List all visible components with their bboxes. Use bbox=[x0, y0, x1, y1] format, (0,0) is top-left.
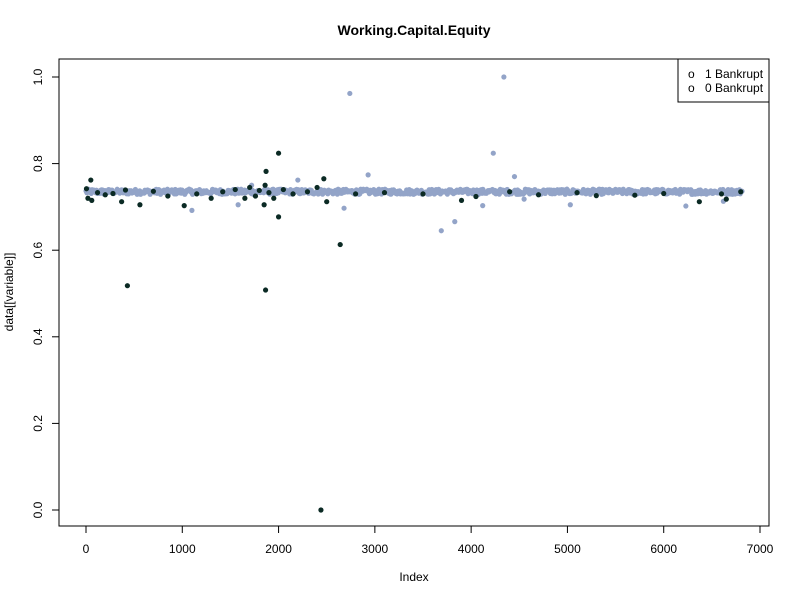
point-1-bankrupt bbox=[110, 190, 116, 197]
point-0-bankrupt bbox=[347, 90, 353, 97]
y-tick-label: 0.8 bbox=[31, 155, 45, 172]
point-0-bankrupt bbox=[341, 205, 347, 211]
point-1-bankrupt bbox=[194, 191, 200, 197]
point-1-bankrupt bbox=[263, 168, 269, 174]
y-axis: 0.0 0.2 0.4 0.6 0.8 1.0 bbox=[31, 68, 60, 518]
point-1-bankrupt bbox=[94, 190, 101, 196]
legend-label-1-bankrupt: 1 Bankrupt bbox=[705, 67, 764, 81]
x-tick-label: 0 bbox=[83, 542, 90, 556]
point-1-bankrupt bbox=[337, 241, 343, 248]
point-1-bankrupt bbox=[723, 196, 729, 202]
point-1-bankrupt bbox=[507, 189, 513, 195]
point-1-bankrupt bbox=[696, 199, 702, 205]
point-1-bankrupt bbox=[247, 184, 253, 191]
x-axis: 0 1000 2000 3000 4000 5000 6000 7000 bbox=[83, 525, 774, 556]
legend-box bbox=[677, 58, 770, 103]
point-1-bankrupt bbox=[181, 203, 187, 209]
point-1-bankrupt bbox=[314, 184, 320, 191]
point-1-bankrupt bbox=[381, 190, 388, 196]
point-1-bankrupt bbox=[420, 191, 426, 197]
point-1-bankrupt bbox=[718, 191, 725, 197]
point-0-bankrupt bbox=[501, 74, 507, 80]
legend-marker-0: o bbox=[688, 81, 695, 95]
point-0-bankrupt bbox=[567, 202, 573, 208]
point-1-bankrupt bbox=[262, 287, 269, 293]
y-tick-label: 0.4 bbox=[31, 328, 45, 345]
point-0-bankrupt bbox=[189, 207, 195, 213]
y-tick-label: 0.6 bbox=[31, 242, 45, 259]
point-1-bankrupt bbox=[290, 191, 296, 197]
point-1-bankrupt bbox=[89, 197, 95, 204]
point-0-bankrupt bbox=[452, 219, 458, 225]
point-1-bankrupt bbox=[318, 507, 324, 513]
point-1-bankrupt bbox=[150, 188, 156, 194]
point-1-bankrupt bbox=[632, 192, 638, 198]
y-tick-label: 1.0 bbox=[31, 68, 45, 85]
legend-label-0-bankrupt: 0 Bankrupt bbox=[705, 81, 764, 95]
x-tick-label: 4000 bbox=[458, 542, 485, 556]
point-1-bankrupt bbox=[304, 189, 311, 195]
y-axis-label: data[[variable]] bbox=[2, 253, 16, 332]
point-1-bankrupt bbox=[119, 199, 125, 205]
point-1-bankrupt bbox=[661, 190, 667, 197]
point-1-bankrupt bbox=[85, 195, 91, 201]
point-0-bankrupt bbox=[438, 228, 444, 234]
data-points bbox=[83, 74, 745, 513]
point-1-bankrupt bbox=[220, 189, 226, 195]
point-1-bankrupt bbox=[275, 150, 282, 156]
point-1-bankrupt bbox=[83, 186, 90, 192]
point-1-bankrupt bbox=[124, 283, 131, 289]
x-tick-label: 7000 bbox=[747, 542, 774, 556]
point-1-bankrupt bbox=[535, 192, 542, 198]
point-1-bankrupt bbox=[165, 193, 171, 199]
point-1-bankrupt bbox=[122, 187, 129, 193]
point-1-bankrupt bbox=[232, 186, 238, 193]
y-tick-label: 0.2 bbox=[31, 415, 45, 432]
point-1-bankrupt bbox=[242, 195, 248, 201]
x-tick-label: 3000 bbox=[362, 542, 389, 556]
x-tick-label: 2000 bbox=[265, 542, 292, 556]
point-0-bankrupt bbox=[295, 177, 301, 183]
point-1-bankrupt bbox=[280, 186, 286, 193]
point-0-bankrupt bbox=[521, 196, 527, 202]
point-0-bankrupt bbox=[511, 173, 518, 180]
point-1-bankrupt bbox=[458, 197, 465, 204]
chart-title: Working.Capital.Equity bbox=[338, 22, 491, 38]
point-1-bankrupt bbox=[738, 189, 744, 195]
point-1-bankrupt bbox=[88, 177, 94, 183]
point-0-bankrupt bbox=[490, 150, 496, 156]
point-1-bankrupt bbox=[593, 193, 599, 199]
point-1-bankrupt bbox=[262, 182, 268, 188]
x-tick-label: 1000 bbox=[169, 542, 196, 556]
point-1-bankrupt bbox=[271, 195, 277, 201]
point-1-bankrupt bbox=[324, 199, 330, 205]
point-1-bankrupt bbox=[256, 187, 262, 194]
y-tick-label: 0.0 bbox=[31, 501, 45, 518]
point-1-bankrupt bbox=[473, 193, 479, 200]
x-axis-label: Index bbox=[399, 570, 428, 584]
point-1-bankrupt bbox=[353, 191, 359, 197]
legend: o 1 Bankrupt o 0 Bankrupt bbox=[677, 58, 770, 103]
point-0-bankrupt bbox=[235, 202, 241, 208]
point-0-bankrupt bbox=[480, 203, 486, 209]
x-tick-label: 6000 bbox=[650, 542, 677, 556]
x-tick-label: 5000 bbox=[554, 542, 581, 556]
point-1-bankrupt bbox=[137, 202, 143, 208]
point-1-bankrupt bbox=[261, 202, 267, 208]
point-0-bankrupt bbox=[683, 203, 689, 209]
point-1-bankrupt bbox=[252, 193, 259, 199]
point-1-bankrupt bbox=[102, 192, 108, 198]
point-1-bankrupt bbox=[574, 190, 580, 196]
point-1-bankrupt bbox=[266, 190, 272, 196]
point-1-bankrupt bbox=[275, 214, 282, 220]
point-0-bankrupt bbox=[365, 172, 371, 178]
plot-area-border bbox=[58, 58, 770, 527]
point-1-bankrupt bbox=[208, 195, 214, 201]
legend-marker-1: o bbox=[688, 67, 695, 81]
point-1-bankrupt bbox=[321, 176, 327, 182]
